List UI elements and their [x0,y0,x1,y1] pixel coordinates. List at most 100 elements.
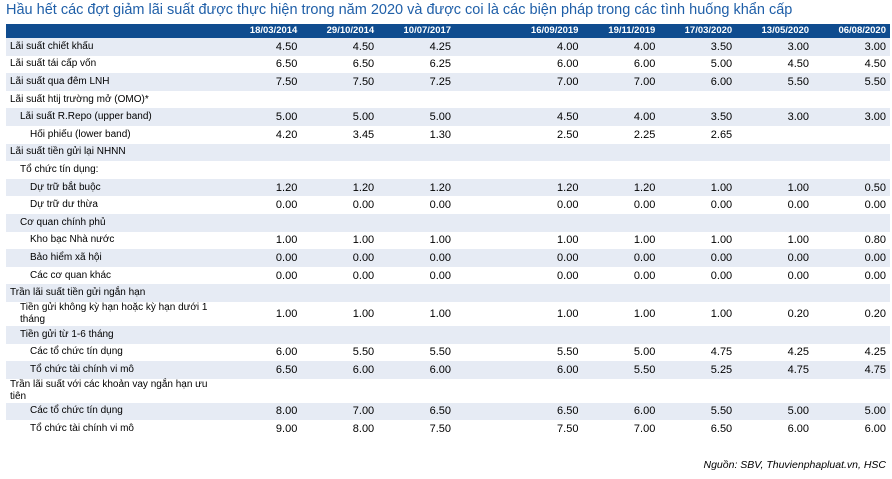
table-cell: 6.00 [505,55,583,74]
table-row: Tiền gửi không kỳ hạn hoặc kỳ hạn dưới 1… [6,301,890,326]
table-cell: 7.50 [301,73,379,91]
table-cell [224,90,302,109]
table-cell [582,161,660,179]
table-cell: 4.25 [813,343,890,362]
table-cell: 4.50 [813,55,890,74]
table-cell: 1.00 [736,178,814,197]
table-cell: 8.00 [301,420,379,438]
table-cell [301,284,379,302]
table-cell: 5.00 [301,108,379,126]
table-cell: 4.00 [505,38,583,56]
table-cell: 4.50 [301,38,379,56]
table-cell: 0.00 [813,196,890,214]
table-cell: 4.00 [582,108,660,126]
table-cell [813,161,890,179]
row-label: Lãi suất chiết khấu [6,38,225,56]
table-cell: 4.50 [736,55,814,74]
table-cell [582,284,660,302]
table-cell [736,143,814,162]
table-cell: 5.50 [582,361,660,379]
column-header: 06/08/2020 [813,24,890,38]
table-cell: 0.80 [813,231,890,250]
table-cell: 7.00 [582,73,660,91]
table-row: Trần lãi suất với các khoản vay ngắn hạn… [6,378,890,403]
table-cell: 0.00 [378,196,456,214]
table-cell: 1.00 [736,231,814,250]
table-cell: 0.00 [659,266,737,285]
table-cell: 1.00 [224,301,302,326]
table-cell: 0.00 [736,249,814,267]
table-cell [505,378,583,403]
row-label: Hối phiếu (lower band) [6,125,225,144]
column-gap [455,361,506,379]
table-cell: 0.00 [582,196,660,214]
table-cell [659,378,737,403]
table-cell [813,213,890,232]
row-label: Lãi suất R.Repo (upper band) [6,108,225,126]
table-cell: 0.00 [301,249,379,267]
table-cell: 6.00 [505,361,583,379]
table-cell: 4.20 [224,125,302,144]
table-cell: 3.45 [301,125,379,144]
column-gap [455,301,506,326]
table-cell: 0.00 [813,249,890,267]
table-cell: 0.00 [736,196,814,214]
table-cell [813,90,890,109]
table-cell: 7.50 [224,73,302,91]
column-gap [455,284,506,302]
table-cell [659,143,737,162]
table-row: Tổ chức tín dụng: [6,161,890,179]
row-label: Tiền gửi không kỳ hạn hoặc kỳ hạn dưới 1… [6,301,225,326]
table-row: Bảo hiểm xã hội 0.00 0.00 0.00 0.00 0.00 0.00 0… [6,249,890,267]
table-cell [378,161,456,179]
table-cell: 0.00 [224,266,302,285]
table-cell [301,90,379,109]
source-note: Nguồn: SBV, Thuvienphapluat.vn, HSC [703,459,887,471]
table-row: Lãi suất tiền gửi lại NHNN [6,143,890,162]
table-row: Lãi suất tái cấp vốn 6.50 6.50 6.25 6.00 6.00… [6,55,890,74]
table-row: Dự trữ bắt buộc 1.20 1.20 1.20 1.20 1.20 1.00 1… [6,178,890,197]
table-cell [301,143,379,162]
table-cell: 4.50 [224,38,302,56]
table-cell: 1.00 [378,231,456,250]
table-cell [224,161,302,179]
page-title: Hầu hết các đợt giảm lãi suất được thực … [6,2,793,18]
column-gap [455,90,506,109]
table-cell: 0.00 [224,249,302,267]
table-cell: 0.20 [736,301,814,326]
table-cell [505,213,583,232]
table-cell: 7.50 [505,420,583,438]
row-label: Bảo hiểm xã hội [6,249,225,267]
row-label: Dự trữ bắt buộc [6,178,225,197]
table-cell: 4.00 [582,38,660,56]
row-label: Dự trữ dư thừa [6,196,225,214]
table-cell: 3.00 [813,38,890,56]
column-header: 10/07/2017 [378,24,456,38]
table-cell [582,90,660,109]
table-cell: 1.00 [659,231,737,250]
table-row: Tổ chức tài chính vi mô 9.00 8.00 7.50 7.50 7… [6,420,890,438]
table-cell: 5.00 [582,343,660,362]
table-cell: 6.00 [813,420,890,438]
table-cell: 7.25 [378,73,456,91]
table-cell [378,378,456,403]
row-label: Các cơ quan khác [6,266,225,285]
table-cell [582,378,660,403]
table-cell: 8.00 [224,402,302,421]
row-label: Tổ chức tín dụng: [6,161,225,179]
table-cell: 3.50 [659,108,737,126]
table-cell: 7.00 [301,402,379,421]
table-cell: 3.00 [813,108,890,126]
table-cell: 3.00 [736,38,814,56]
table-cell [659,161,737,179]
table-cell: 6.00 [378,361,456,379]
table-cell [736,284,814,302]
column-gap [455,38,506,56]
table-cell: 0.00 [224,196,302,214]
table-cell [813,378,890,403]
table-cell [659,213,737,232]
column-gap [455,325,506,344]
table-cell: 1.20 [224,178,302,197]
table-cell [736,325,814,344]
table-cell: 1.20 [301,178,379,197]
